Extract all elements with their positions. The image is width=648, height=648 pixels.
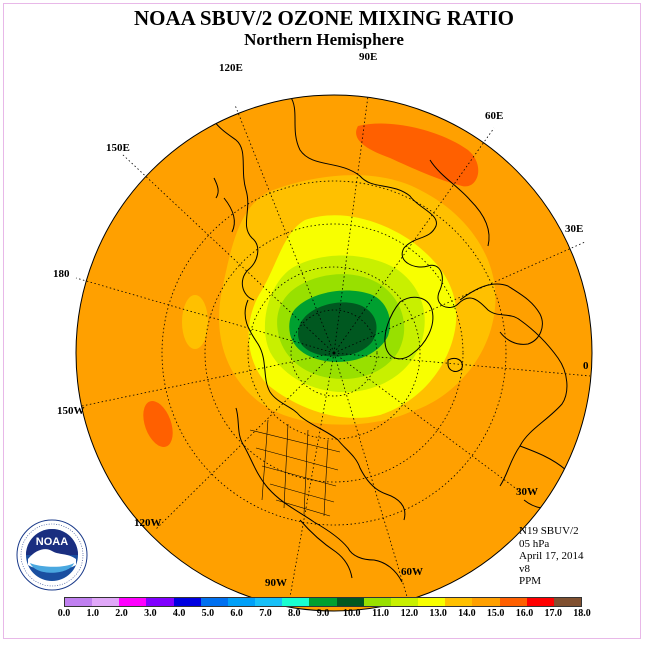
colorbar-tick-label: 8.0 xyxy=(287,608,301,619)
colorbar-swatch xyxy=(445,598,473,606)
colorbar-tick-label: 2.0 xyxy=(115,608,128,619)
map-title: NOAA SBUV/2 OZONE MIXING RATIO xyxy=(134,6,514,30)
colorbar-swatch xyxy=(146,598,174,606)
colorbar-tick-label: 4.0 xyxy=(172,608,186,619)
page-frame xyxy=(3,3,641,639)
lon-label-90e: 90E xyxy=(359,51,378,63)
colorbar-swatch xyxy=(526,598,554,606)
colorbar-swatch xyxy=(119,598,147,606)
colorbar-tick-label: 18.0 xyxy=(573,608,591,619)
coastlines xyxy=(208,95,571,583)
lon-label-120w: 120W xyxy=(134,517,162,529)
colorbar-tick-label: 12.0 xyxy=(400,608,419,619)
info-version: v8 xyxy=(519,562,530,575)
lon-label-90w: 90W xyxy=(265,577,287,589)
colorbar-tick-label: 10.0 xyxy=(343,608,361,619)
info-date: April 17, 2014 xyxy=(519,550,584,562)
info-block: N19 SBUV/2 05 hPa April 17, 2014 v8 PPM xyxy=(519,525,583,588)
latitude-circles xyxy=(161,180,507,526)
colorbar-tick-label: 14.0 xyxy=(458,608,476,619)
colorbar-swatch xyxy=(309,598,337,606)
colorbar-tick-label: 16.0 xyxy=(515,608,534,619)
colorbar-swatch xyxy=(255,598,283,606)
noaa-logo-text: NOAA xyxy=(36,536,68,548)
colorbar-tick-label: 5.0 xyxy=(201,608,215,619)
colorbar-tick-label: 9.0 xyxy=(316,608,330,619)
colorbar-tick-label: 0.0 xyxy=(57,608,71,619)
lon-label-30e: 30E xyxy=(565,223,584,235)
colorbar-swatch xyxy=(92,598,120,606)
colorbar-tick-label: 6.0 xyxy=(230,608,243,619)
colorbar-tick-label: 7.0 xyxy=(259,608,272,619)
colorbar-tick-label: 11.0 xyxy=(372,608,390,619)
info-units: PPM xyxy=(519,575,542,587)
patch-high-150w xyxy=(143,401,173,447)
colorbar-tick-label: 15.0 xyxy=(486,608,505,619)
info-level: 05 hPa xyxy=(519,537,550,550)
colorbar-swatch xyxy=(553,598,581,606)
colorbar-swatch xyxy=(499,598,527,606)
lon-label-60w: 60W xyxy=(401,566,423,578)
colorbar-tick-label: 3.0 xyxy=(144,608,157,619)
lon-label-150w: 150W xyxy=(57,405,85,417)
colorbar xyxy=(64,597,582,607)
colorbar-swatch xyxy=(472,598,500,606)
colorbar-swatch xyxy=(200,598,228,606)
colorbar-tick-label: 17.0 xyxy=(544,608,562,619)
colorbar-swatch xyxy=(418,598,446,606)
info-satellite: N19 SBUV/2 xyxy=(519,525,579,537)
noaa-logo-icon: NOAA xyxy=(16,519,88,591)
lon-label-120e: 120E xyxy=(219,62,243,74)
colorbar-swatch xyxy=(173,598,201,606)
colorbar-swatch xyxy=(227,598,256,606)
colorbar-swatch xyxy=(282,598,310,606)
lon-label-30w: 30W xyxy=(516,486,538,498)
colorbar-swatch xyxy=(390,598,419,606)
colorbar-swatch xyxy=(336,598,364,606)
lon-label-0: 0 xyxy=(583,360,589,372)
lon-label-60e: 60E xyxy=(485,110,504,122)
colorbar-swatch xyxy=(363,598,391,606)
patch-high-60e xyxy=(356,123,479,187)
lon-label-150e: 150E xyxy=(106,142,130,154)
lon-label-180: 180 xyxy=(53,268,70,280)
patch-14-180 xyxy=(182,295,208,349)
state-borders xyxy=(249,419,341,517)
colorbar-tick-label: 1.0 xyxy=(86,608,100,619)
colorbar-swatch xyxy=(65,598,93,606)
colorbar-tick-label: 13.0 xyxy=(429,608,447,619)
map-subtitle: Northern Hemisphere xyxy=(244,30,404,49)
colorbar-ticks: 0.0 1.0 2.0 3.0 4.0 5.0 6.0 7.0 8.0 9.0 10.0 11.0 12… xyxy=(0,608,648,622)
